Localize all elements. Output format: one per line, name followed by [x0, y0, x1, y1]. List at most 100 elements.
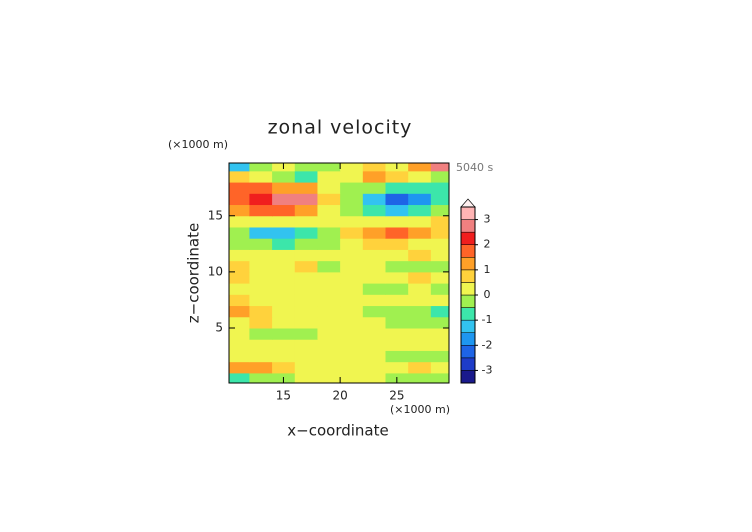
heat-cell [340, 226, 364, 239]
heat-cell [385, 170, 409, 183]
heat-cell [430, 204, 449, 217]
heat-cell [272, 238, 296, 250]
heat-cell [229, 361, 250, 374]
heat-cell [362, 182, 386, 194]
heat-cell [408, 226, 432, 239]
heat-cell [362, 215, 386, 228]
heat-cell [294, 204, 318, 217]
heat-cell [249, 226, 273, 239]
heat-cell [272, 204, 296, 217]
heat-cell [249, 372, 273, 383]
heat-cell [385, 182, 409, 194]
heat-cell [294, 283, 318, 295]
heat-cell [408, 193, 432, 206]
heat-cell [362, 294, 386, 307]
heat-cell [340, 294, 364, 307]
heat-cell [385, 339, 409, 351]
colorbar-band [460, 231, 476, 245]
colorbar-tick-label: 0 [484, 288, 491, 301]
heat-cell [272, 215, 296, 228]
heat-cell [385, 350, 409, 363]
heat-cell [229, 328, 250, 340]
colorbar-band [460, 269, 476, 283]
heat-cell [362, 163, 386, 172]
heat-cell [408, 271, 432, 284]
heat-cell [430, 249, 449, 262]
heat-cell [272, 182, 296, 194]
heat-cell [385, 271, 409, 284]
heat-cell [272, 249, 296, 262]
colorbar-band [460, 307, 476, 321]
heat-cell [317, 361, 341, 374]
y-axis-title: z−coordinate [185, 223, 203, 323]
heat-cell [249, 271, 273, 284]
heat-cell [294, 163, 318, 172]
chart-title: zonal velocity [268, 117, 413, 139]
colorbar-tick-label: 1 [484, 263, 491, 276]
heat-cell [272, 226, 296, 239]
heat-cell [340, 271, 364, 284]
heat-cell [249, 361, 273, 374]
heat-cell [430, 260, 449, 273]
heat-cell [362, 249, 386, 262]
heat-cell [362, 372, 386, 383]
heat-cell [408, 328, 432, 340]
heat-cell [408, 204, 432, 217]
colorbar-tick-label: 2 [484, 238, 491, 251]
heat-cell [229, 226, 250, 239]
y-unit: (×1000 m) [168, 138, 228, 151]
x-tick-label: 20 [332, 389, 347, 403]
heat-cell [430, 316, 449, 329]
heat-cell [430, 305, 449, 318]
heat-cell [362, 204, 386, 217]
heat-cell [272, 328, 296, 340]
heat-cell [408, 372, 432, 383]
heat-cell [340, 328, 364, 340]
heat-cell [272, 283, 296, 295]
heat-cell [229, 372, 250, 383]
heat-cell [317, 226, 341, 239]
heat-cell [340, 339, 364, 351]
heat-cell [408, 238, 432, 250]
heat-cell [430, 238, 449, 250]
heat-cell [249, 260, 273, 273]
colorbar-band [460, 282, 476, 296]
heat-cell [408, 215, 432, 228]
heat-cell [317, 193, 341, 206]
heat-cell [430, 339, 449, 351]
heat-cell [408, 361, 432, 374]
heat-cell [294, 271, 318, 284]
heat-cell [229, 249, 250, 262]
y-tick-label: 5 [215, 321, 223, 335]
heat-cell [317, 350, 341, 363]
heat-cell [249, 238, 273, 250]
heat-cell [385, 316, 409, 329]
colorbar-band [460, 294, 476, 308]
heat-cell [317, 328, 341, 340]
heat-cell [249, 215, 273, 228]
heat-cell [272, 361, 296, 374]
heat-cell [229, 316, 250, 329]
heat-cell [294, 350, 318, 363]
x-unit: (×1000 m) [390, 403, 450, 416]
heat-cell [317, 316, 341, 329]
heat-cell [385, 215, 409, 228]
heat-cell [362, 193, 386, 206]
colorbar-band [460, 206, 476, 220]
heat-cell [317, 163, 341, 172]
colorbar-band [460, 319, 476, 333]
heat-cell [317, 339, 341, 351]
heat-cell [294, 182, 318, 194]
heat-cell [229, 204, 250, 217]
heat-cell [408, 182, 432, 194]
heat-cell [229, 271, 250, 284]
heat-cell [340, 182, 364, 194]
heat-cell [340, 193, 364, 206]
colorbar-band [460, 345, 476, 359]
heat-cell [385, 294, 409, 307]
heat-cell [340, 170, 364, 183]
heat-cell [362, 350, 386, 363]
colorbar-band [460, 257, 476, 271]
heat-cell [229, 182, 250, 194]
heat-cell [229, 193, 250, 206]
